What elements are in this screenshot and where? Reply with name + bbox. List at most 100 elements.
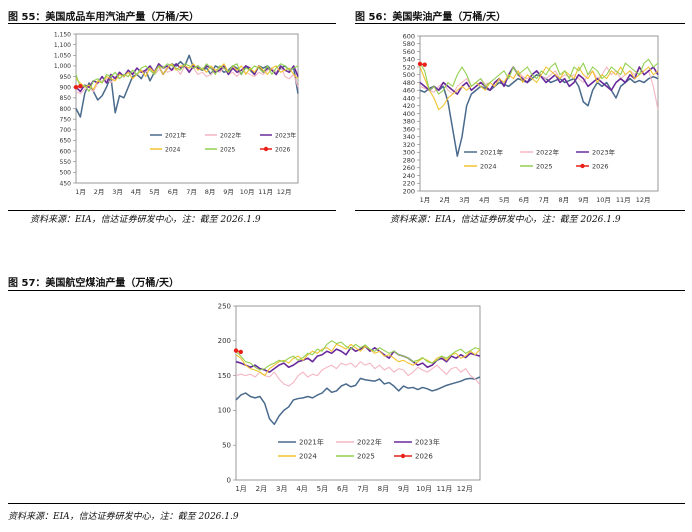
x-tick-label: 11月 [258, 188, 273, 196]
source-rule-55 [8, 210, 336, 211]
chart-title-57: 图 57：美国航空煤油产量（万桶/天） [8, 278, 180, 289]
series-line-2021 [235, 376, 481, 426]
legend-label-2021: 2021年 [165, 132, 186, 140]
y-tick-label: 1,000 [54, 63, 71, 70]
series-point-2026 [78, 83, 83, 89]
x-tick-label: 10月 [240, 188, 255, 196]
series-line-2021 [419, 74, 659, 157]
y-tick-label: 450 [60, 180, 72, 187]
y-tick-label: 100 [218, 407, 231, 415]
x-tick-label: 10月 [596, 196, 611, 204]
series-point-2026 [238, 349, 243, 355]
legend-marker-2026 [400, 453, 406, 459]
x-tick-label: 9月 [223, 188, 234, 196]
legend-label-2026: 2026 [415, 453, 433, 461]
x-tick-label: 9月 [398, 485, 409, 493]
legend-label-2023: 2023年 [415, 438, 440, 447]
x-tick-label: 4月 [479, 196, 490, 204]
series-line-2023 [75, 62, 299, 93]
x-tick-label: 9月 [578, 196, 589, 204]
y-tick-label: 240 [403, 172, 415, 180]
x-tick-label: 1月 [420, 196, 431, 204]
legend-label-2026: 2026 [275, 147, 290, 154]
y-tick-label: 650 [60, 138, 72, 145]
series-point-2026 [233, 348, 239, 353]
legend-label-2023: 2023年 [592, 148, 616, 157]
title-rule-55 [8, 23, 336, 24]
x-tick-label: 7月 [539, 196, 550, 204]
y-tick-label: 520 [403, 63, 415, 71]
y-tick-label: 700 [60, 127, 72, 134]
y-tick-label: 460 [403, 87, 415, 95]
y-tick-label: 260 [403, 164, 415, 172]
y-tick-label: 500 [60, 170, 72, 177]
series-point-2026 [417, 61, 423, 67]
y-tick-label: 750 [60, 116, 72, 123]
x-tick-label: 5月 [317, 485, 328, 493]
y-tick-label: 280 [403, 156, 415, 164]
x-tick-label: 10月 [416, 485, 432, 493]
y-tick-label: 380 [403, 118, 415, 126]
y-tick-label: 200 [218, 337, 231, 345]
y-tick-label: 550 [60, 159, 72, 166]
series-line-2021 [75, 54, 299, 118]
x-tick-label: 2月 [439, 196, 450, 204]
legend-marker-2026 [263, 146, 269, 152]
x-tick-label: 12月 [277, 188, 292, 196]
y-tick-label: 300 [403, 149, 415, 157]
jet-fuel-chart: 250 200 150 100 50 0 1月 2月 3月 4月 5月 6月 7月 8月 9月 10月 11月 1… [218, 302, 481, 493]
legend-label-2021: 2021年 [480, 148, 504, 157]
x-tick-label: 5月 [499, 196, 510, 204]
legend-label-2024: 2024 [299, 453, 317, 461]
y-tick-label: 950 [60, 74, 72, 81]
y-tick-label: 320 [403, 141, 415, 149]
series-line-2024 [419, 66, 659, 111]
y-tick-label: 0 [227, 476, 231, 484]
y-tick-label: 420 [403, 102, 415, 110]
y-tick-label: 500 [403, 71, 415, 79]
series-point-2026 [422, 62, 427, 67]
x-tick-label: 5月 [149, 188, 160, 196]
series-line-2025 [419, 58, 659, 95]
y-tick-label: 360 [403, 125, 415, 133]
x-tick-label: 4月 [131, 188, 142, 196]
y-tick-label: 1,150 [54, 31, 71, 38]
y-tick-label: 1,050 [54, 53, 71, 60]
y-tick-label: 440 [403, 94, 415, 102]
y-tick-label: 220 [403, 180, 415, 188]
x-tick-label: 1月 [235, 485, 246, 493]
y-tick-label: 800 [60, 106, 72, 113]
legend-label-2025: 2025 [357, 453, 375, 461]
y-tick-label: 150 [218, 372, 231, 380]
x-tick-label: 8月 [205, 188, 216, 196]
y-tick-label: 480 [403, 79, 415, 87]
x-tick-label: 12月 [636, 196, 651, 204]
series-line-2025 [75, 63, 299, 93]
x-tick-label: 12月 [457, 485, 473, 493]
x-tick-label: 3月 [459, 196, 470, 204]
x-tick-label: 8月 [378, 485, 389, 493]
x-tick-label: 4月 [296, 485, 307, 493]
x-tick-label: 7月 [186, 188, 197, 196]
x-tick-label: 3月 [112, 188, 123, 196]
x-tick-label: 6月 [337, 485, 348, 493]
y-tick-label: 540 [403, 56, 415, 64]
x-tick-label: 6月 [519, 196, 530, 204]
y-tick-label: 200 [403, 187, 415, 195]
series-line-2025 [235, 340, 481, 371]
y-tick-label: 50 [222, 442, 231, 450]
source-note-55: 资料来源：EIA，信达证券研发中心，注：截至 2026.1.9 [30, 215, 261, 225]
legend-label-2024: 2024 [480, 163, 497, 171]
x-tick-label: 11月 [436, 485, 452, 493]
y-tick-label: 250 [218, 302, 231, 310]
legend-label-2024: 2024 [165, 147, 180, 154]
series-point-2026 [73, 85, 79, 90]
series-line-2024 [75, 63, 299, 90]
legend-marker-2026 [580, 163, 585, 169]
legend-label-2023: 2023年 [275, 132, 296, 140]
title-rule-56 [355, 23, 685, 24]
y-tick-label: 600 [403, 32, 415, 40]
y-tick-label: 560 [403, 48, 415, 56]
legend-label-2025: 2025 [536, 163, 553, 171]
x-tick-label: 2月 [256, 485, 267, 493]
